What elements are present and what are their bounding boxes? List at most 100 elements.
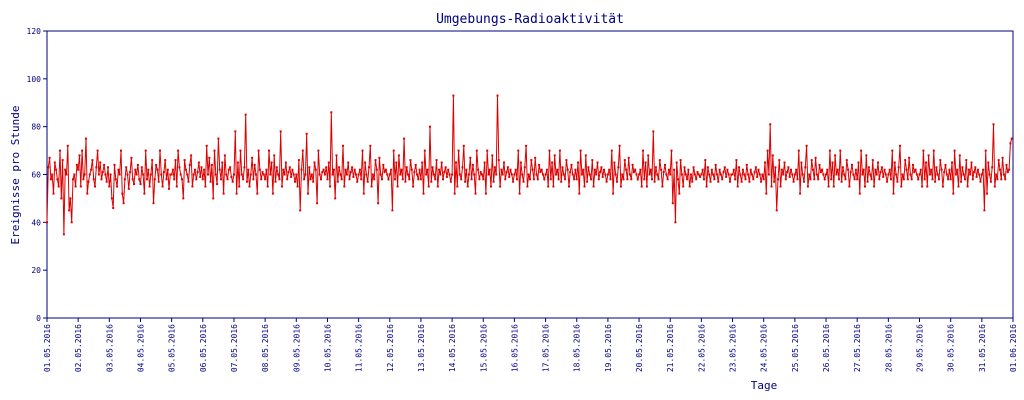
data-point	[595, 173, 598, 176]
data-point	[357, 173, 360, 176]
data-point	[513, 173, 516, 176]
x-tick-label: 13.05.2016	[417, 324, 426, 372]
data-point	[980, 173, 983, 176]
data-point	[156, 168, 159, 171]
data-point	[568, 185, 570, 188]
data-point	[77, 168, 80, 171]
data-point	[864, 185, 866, 188]
data-point	[417, 178, 420, 181]
data-point	[386, 173, 389, 176]
data-point	[902, 178, 905, 181]
data-point	[608, 168, 611, 171]
data-point	[125, 166, 128, 169]
data-point	[104, 173, 107, 176]
data-point	[619, 185, 622, 188]
data-point	[793, 173, 796, 176]
data-point	[844, 178, 847, 181]
data-point	[183, 159, 186, 162]
data-point	[721, 178, 724, 181]
data-point	[279, 130, 282, 133]
data-point	[821, 168, 824, 171]
data-point	[690, 173, 692, 176]
x-tick-label: 18.05.2016	[573, 324, 582, 372]
data-point	[819, 171, 822, 174]
data-point	[395, 161, 398, 164]
data-point	[958, 154, 961, 157]
data-point	[62, 233, 65, 236]
data-point	[921, 185, 924, 188]
data-point	[988, 173, 991, 176]
data-point	[212, 197, 215, 200]
data-point	[283, 173, 286, 176]
data-point	[931, 178, 934, 181]
data-point	[448, 173, 451, 176]
data-point	[532, 178, 535, 181]
data-point	[253, 163, 256, 166]
data-point	[1002, 173, 1005, 176]
data-point	[510, 173, 513, 176]
data-point	[805, 144, 808, 147]
data-point	[854, 168, 857, 171]
data-point	[120, 149, 122, 152]
data-point	[783, 161, 786, 164]
data-point	[431, 166, 434, 169]
data-point	[1004, 178, 1007, 181]
x-tick-label: 21.05.2016	[666, 324, 675, 372]
x-tick-label: 15.05.2016	[479, 324, 488, 372]
data-point	[242, 178, 245, 181]
data-point	[332, 168, 335, 171]
data-point	[853, 178, 856, 181]
data-point	[246, 180, 248, 183]
data-point	[271, 192, 274, 195]
data-point	[199, 175, 202, 178]
data-point	[899, 144, 901, 147]
data-point	[322, 168, 325, 171]
data-point	[326, 178, 329, 181]
data-point	[547, 185, 550, 188]
data-point	[284, 161, 287, 164]
x-tick-label: 20.05.2016	[635, 324, 644, 372]
data-point	[230, 175, 233, 178]
data-point	[560, 180, 563, 183]
data-point	[249, 173, 252, 176]
data-point	[1000, 178, 1003, 181]
data-point	[739, 173, 742, 176]
data-point	[699, 175, 702, 178]
data-point	[630, 178, 633, 181]
data-point	[194, 168, 196, 171]
data-point	[143, 192, 146, 195]
data-point	[409, 159, 412, 162]
data-point	[159, 149, 161, 152]
data-point	[760, 180, 763, 183]
data-point	[61, 159, 64, 162]
data-point	[227, 168, 230, 171]
data-point	[674, 221, 677, 224]
data-point	[87, 180, 90, 183]
data-point	[671, 202, 674, 205]
data-point	[538, 163, 541, 166]
data-point	[904, 159, 907, 162]
data-point	[587, 166, 590, 169]
data-point	[777, 178, 779, 181]
data-point	[295, 173, 298, 176]
data-point	[753, 171, 756, 174]
data-point	[74, 185, 77, 188]
x-tick-label: 28.05.2016	[884, 324, 893, 372]
data-point	[413, 171, 416, 174]
data-point	[475, 149, 478, 152]
data-point	[847, 168, 850, 171]
data-point	[726, 168, 729, 171]
data-point	[569, 171, 572, 174]
data-point	[900, 185, 903, 188]
data-point	[873, 185, 876, 188]
data-point	[748, 180, 751, 183]
y-axis-label: Ereignisse pro Stunde	[9, 105, 22, 244]
data-point	[179, 173, 182, 176]
data-point	[788, 175, 791, 178]
data-point	[412, 185, 415, 188]
data-point	[138, 178, 141, 181]
data-point	[796, 178, 799, 181]
x-tick-label: 25.05.2016	[791, 324, 800, 372]
data-point	[317, 149, 320, 152]
data-point	[557, 178, 560, 181]
